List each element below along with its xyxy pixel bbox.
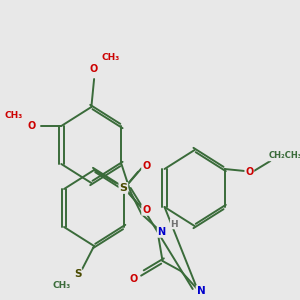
Text: CH₃: CH₃: [101, 52, 120, 62]
Text: O: O: [142, 161, 150, 171]
Text: CH₃: CH₃: [52, 281, 70, 290]
Text: O: O: [142, 205, 150, 215]
Text: H: H: [171, 220, 178, 229]
Text: O: O: [129, 274, 137, 284]
Text: S: S: [74, 269, 81, 279]
Text: CH₂CH₃: CH₂CH₃: [268, 152, 300, 160]
Text: N: N: [196, 286, 205, 296]
Text: O: O: [245, 167, 254, 177]
Text: CH₃: CH₃: [5, 112, 23, 121]
Text: N: N: [158, 227, 166, 237]
Text: O: O: [28, 121, 36, 131]
Text: S: S: [119, 183, 127, 193]
Text: O: O: [90, 64, 98, 74]
